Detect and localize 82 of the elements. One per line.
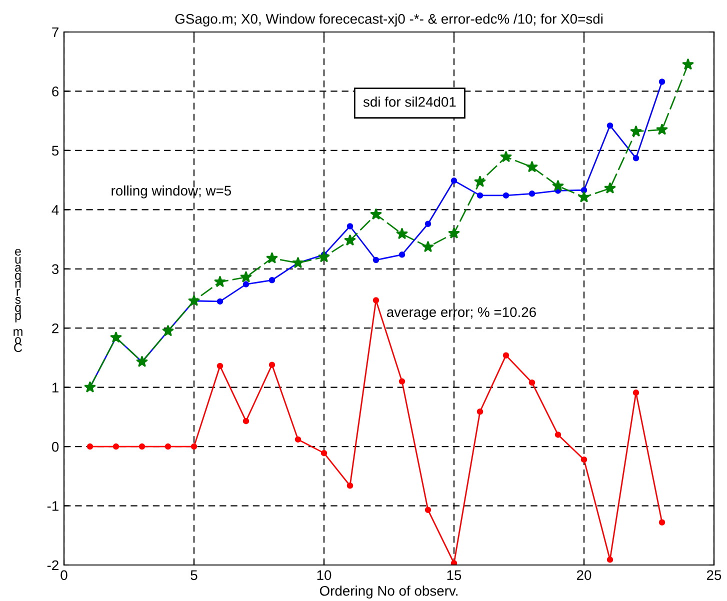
point xyxy=(292,256,304,268)
point xyxy=(294,436,302,443)
point xyxy=(268,362,276,368)
point xyxy=(214,276,226,288)
x-tick-label: 0 xyxy=(60,570,68,580)
point xyxy=(552,180,564,192)
annotation: rolling window; w=5 xyxy=(112,185,232,198)
point xyxy=(630,125,642,137)
point xyxy=(578,190,590,202)
point xyxy=(606,556,614,563)
point xyxy=(658,519,666,526)
chart-title: GSago.m; X0, Window forececast-xj0 -*- & error-edc% /10; for X0=sdi xyxy=(175,14,602,27)
point xyxy=(84,381,96,393)
point xyxy=(448,227,460,239)
x-tick-label: 25 xyxy=(706,570,722,580)
point xyxy=(372,297,380,304)
point xyxy=(242,418,250,424)
x-tick-label: 5 xyxy=(190,570,198,580)
point xyxy=(240,270,252,282)
point xyxy=(500,150,512,162)
point xyxy=(502,192,510,199)
point xyxy=(318,250,330,262)
y-tick-label: 4 xyxy=(52,205,59,215)
point xyxy=(656,123,668,135)
point xyxy=(242,281,250,288)
point xyxy=(554,432,562,438)
point xyxy=(346,482,354,489)
point xyxy=(606,122,614,129)
point xyxy=(266,252,278,264)
y-tick-label: 5 xyxy=(52,146,59,156)
point xyxy=(86,443,94,450)
point xyxy=(632,390,640,396)
point xyxy=(268,277,276,284)
y-tick-label: 1 xyxy=(52,382,58,392)
point xyxy=(372,256,380,264)
point xyxy=(110,331,122,343)
point xyxy=(450,560,458,565)
y-tick-label: -1 xyxy=(47,501,58,511)
y-tick-label: 3 xyxy=(52,264,59,274)
x-tick-label: 10 xyxy=(317,570,332,580)
y-tick-label: 7 xyxy=(52,27,58,38)
point xyxy=(216,298,224,305)
point xyxy=(502,352,510,358)
point xyxy=(424,506,432,514)
point xyxy=(422,240,434,252)
point xyxy=(136,356,148,368)
point xyxy=(216,362,224,370)
point xyxy=(398,378,406,385)
point xyxy=(528,379,536,386)
point xyxy=(346,223,354,230)
point xyxy=(112,443,120,450)
annotation: average error; % =10.26 xyxy=(386,307,536,320)
x-tick-label: 20 xyxy=(576,570,592,580)
point xyxy=(658,78,666,85)
y-tick-label: 2 xyxy=(52,323,58,334)
point xyxy=(632,155,640,162)
point xyxy=(344,234,356,246)
point xyxy=(164,443,172,450)
y-tick-label: -2 xyxy=(47,560,58,570)
point xyxy=(398,252,406,258)
y-tick-label: 0 xyxy=(52,442,59,452)
point xyxy=(526,160,538,172)
point xyxy=(424,220,432,228)
point xyxy=(476,192,484,199)
point xyxy=(474,176,486,188)
x-tick-label: 15 xyxy=(447,570,462,580)
x-axis-title: Ordering No of observ. xyxy=(320,586,458,599)
annotation: sdi for sil24d01 xyxy=(363,96,456,107)
point xyxy=(188,294,200,306)
point xyxy=(580,456,588,463)
point xyxy=(450,178,458,184)
point xyxy=(370,208,382,220)
point xyxy=(604,182,616,194)
point xyxy=(320,450,328,456)
point xyxy=(528,190,536,197)
point xyxy=(396,228,408,240)
point xyxy=(162,324,174,336)
point xyxy=(190,443,198,450)
point xyxy=(476,408,484,415)
point xyxy=(682,58,694,70)
y-tick-label: 6 xyxy=(52,86,59,96)
point xyxy=(138,443,146,450)
